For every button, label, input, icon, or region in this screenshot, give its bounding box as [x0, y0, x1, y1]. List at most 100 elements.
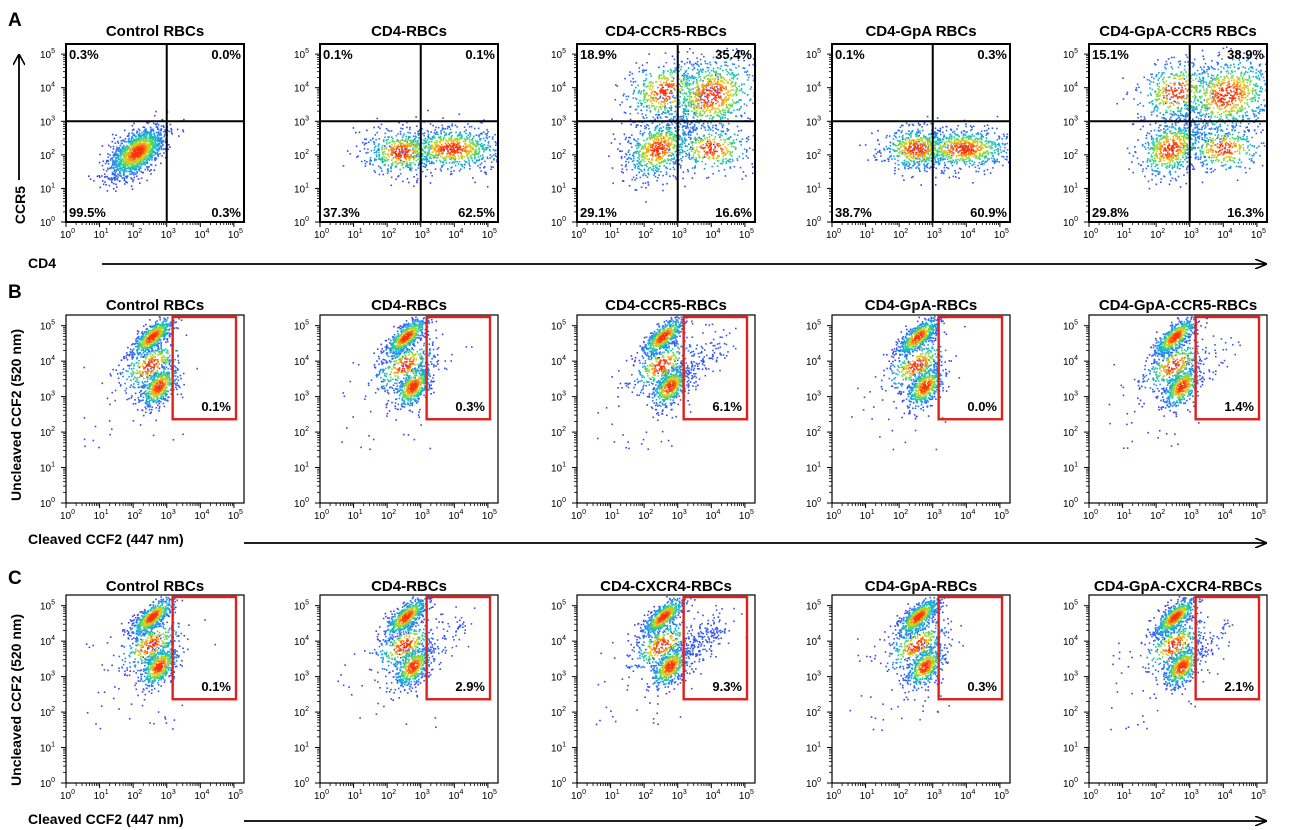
event-dot [377, 158, 380, 160]
event-dot [431, 175, 433, 177]
event-dot [632, 153, 635, 156]
event-dot [378, 156, 381, 158]
event-dot [144, 158, 146, 160]
event-dot [670, 70, 673, 72]
event-dot [654, 108, 656, 111]
event-dot [142, 139, 144, 141]
event-dot [130, 166, 133, 168]
event-dot [125, 149, 127, 151]
event-dot [120, 154, 123, 157]
event-dot [651, 163, 653, 166]
event-dot [385, 143, 388, 145]
event-dot [385, 156, 388, 159]
event-dot [122, 160, 125, 162]
event-dot [116, 177, 118, 180]
event-dot [657, 93, 659, 95]
event-dot [469, 154, 472, 157]
event-dot [127, 153, 129, 156]
event-dot [150, 142, 153, 145]
event-dot [459, 138, 461, 141]
event-dot [436, 139, 438, 142]
event-dot [409, 149, 412, 151]
event-dot [372, 137, 374, 140]
event-dot [464, 140, 467, 143]
event-dot [732, 160, 734, 162]
event-dot [129, 170, 131, 173]
event-dot [694, 114, 697, 117]
event-dot [128, 170, 130, 173]
event-dot [729, 153, 731, 156]
event-dot [399, 168, 401, 171]
event-dot [619, 143, 621, 145]
event-dot [714, 86, 716, 88]
event-dot [375, 151, 378, 154]
event-dot [690, 96, 693, 98]
event-dot [453, 139, 456, 142]
event-dot [367, 148, 369, 150]
event-dot [412, 149, 414, 151]
event-dot [442, 117, 444, 119]
panel-a-plots: Control RBCs1001001011011021021031031041… [40, 23, 1268, 241]
event-dot [642, 116, 644, 118]
event-dot [136, 151, 138, 154]
event-dot [128, 146, 130, 148]
event-dot [423, 132, 426, 134]
event-dot [647, 94, 650, 97]
event-dot [722, 158, 724, 160]
event-dot [424, 151, 427, 153]
event-dot [669, 73, 672, 76]
event-dot [712, 116, 715, 118]
event-dot [155, 149, 158, 151]
event-dot [137, 168, 140, 171]
event-dot [150, 152, 153, 154]
event-dot [646, 93, 648, 95]
event-dot [707, 78, 710, 81]
event-dot [686, 168, 689, 171]
event-dot [414, 132, 416, 134]
event-dot [680, 65, 683, 68]
event-dot [130, 155, 132, 158]
event-dot [745, 104, 748, 107]
event-dot [124, 160, 126, 162]
event-dot [651, 168, 653, 171]
event-dot [145, 135, 148, 138]
event-dot [415, 156, 417, 158]
event-dot [725, 79, 727, 82]
event-dot [659, 97, 661, 99]
event-dot [478, 143, 480, 146]
event-dot [479, 167, 481, 169]
event-dot [110, 165, 113, 167]
event-dot [716, 89, 719, 92]
event-dot [157, 136, 160, 139]
event-dot [735, 102, 737, 105]
event-dot [692, 131, 694, 133]
event-dot [468, 161, 471, 164]
event-dot [697, 76, 700, 79]
event-dot [625, 163, 627, 166]
event-dot [627, 140, 630, 142]
event-dot [363, 143, 366, 146]
event-dot [730, 80, 733, 83]
event-dot [118, 155, 121, 157]
event-dot [101, 175, 103, 177]
event-dot [122, 150, 124, 153]
event-dot [692, 88, 694, 90]
event-dot [700, 91, 702, 94]
event-dot [701, 71, 703, 74]
event-dot [480, 145, 482, 147]
event-dot [106, 190, 109, 192]
event-dot [495, 144, 497, 146]
event-dot [146, 142, 148, 145]
quadrant-upper-left-percent: 0.3% [69, 47, 99, 62]
event-dot [465, 152, 468, 154]
event-dot [700, 95, 703, 97]
event-dot [101, 164, 104, 167]
event-dot [608, 155, 610, 157]
event-dot [681, 146, 683, 148]
event-dot [448, 133, 450, 136]
event-dot [672, 136, 674, 138]
event-dot [639, 99, 641, 102]
event-dot [494, 155, 497, 157]
event-dot [123, 172, 125, 175]
event-dot [716, 114, 718, 116]
